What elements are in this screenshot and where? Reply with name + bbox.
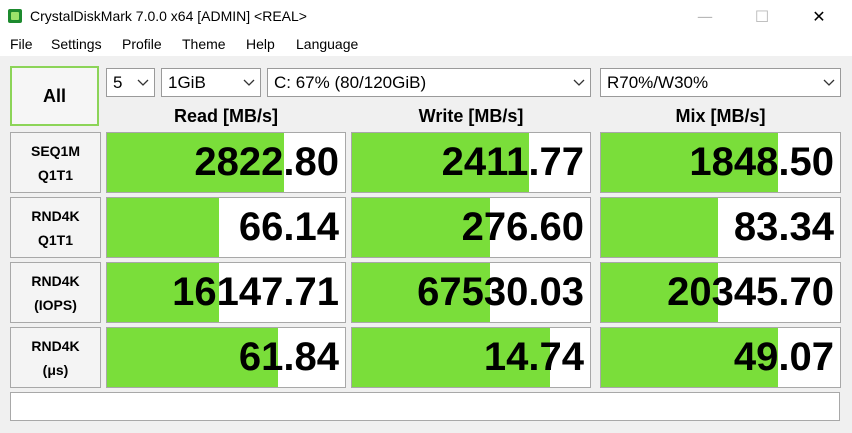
- close-icon[interactable]: ✕: [812, 7, 826, 26]
- result-cell-read: 61.84: [106, 327, 346, 388]
- row-label-line2: Q1T1: [37, 166, 73, 183]
- result-value: 14.74: [483, 335, 584, 379]
- progress-bar: [601, 133, 778, 192]
- chevron-down-icon: [136, 69, 150, 96]
- progress-bar: [107, 328, 279, 387]
- progress-bar: [107, 198, 219, 257]
- result-cell-write: 2411.77: [351, 132, 591, 193]
- profile-select[interactable]: R70%/W30%: [600, 68, 841, 97]
- result-value: 67530.03: [417, 270, 584, 314]
- row-label-line1: RND4K: [31, 207, 80, 224]
- test-seq1m-q1t1-button[interactable]: SEQ1M Q1T1: [10, 132, 101, 193]
- test-count-select[interactable]: 5: [106, 68, 155, 97]
- result-value: 49.07: [733, 335, 834, 379]
- result-value: 2411.77: [441, 140, 584, 184]
- row-label-line2: (μs): [42, 361, 69, 378]
- test-count-value: 5: [113, 73, 123, 92]
- result-cell-write: 14.74: [351, 327, 591, 388]
- row-label-line1: RND4K: [31, 337, 80, 354]
- title-bar: CrystalDiskMark 7.0.0 x64 [ADMIN] <REAL>…: [0, 0, 852, 33]
- result-value: 276.60: [461, 205, 584, 249]
- result-cell-read: 16147.71: [106, 262, 346, 323]
- progress-bar: [601, 328, 778, 387]
- progress-bar: [352, 328, 550, 387]
- menu-language[interactable]: Language: [296, 36, 359, 52]
- row-label-line1: RND4K: [31, 272, 80, 289]
- maximize-icon[interactable]: ☐: [754, 7, 770, 26]
- minimize-icon[interactable]: —: [697, 7, 713, 26]
- menu-theme[interactable]: Theme: [182, 36, 226, 52]
- result-cell-mix: 83.34: [600, 197, 841, 258]
- drive-value: C: 67% (80/120GiB): [274, 73, 427, 92]
- result-cell-write: 276.60: [351, 197, 591, 258]
- result-cell-mix: 1848.50: [600, 132, 841, 193]
- progress-bar: [107, 263, 219, 322]
- result-value: 83.34: [733, 205, 834, 249]
- result-cell-read: 2822.80: [106, 132, 346, 193]
- chevron-down-icon: [242, 69, 256, 96]
- progress-bar: [107, 133, 285, 192]
- result-cell-write: 67530.03: [351, 262, 591, 323]
- row-label-line2: Q1T1: [37, 231, 73, 248]
- window-title: CrystalDiskMark 7.0.0 x64 [ADMIN] <REAL>: [30, 8, 307, 24]
- menu-file[interactable]: File: [10, 36, 33, 52]
- drive-select[interactable]: C: 67% (80/120GiB): [267, 68, 591, 97]
- menu-help[interactable]: Help: [246, 36, 275, 52]
- read-header: Read [MB/s]: [173, 106, 278, 126]
- all-button[interactable]: All: [10, 66, 99, 126]
- row-label-line2: (IOPS): [34, 296, 77, 313]
- test-rnd4k-latency-button[interactable]: RND4K (μs): [10, 327, 101, 388]
- result-cell-mix: 49.07: [600, 327, 841, 388]
- result-value: 2822.80: [194, 140, 339, 184]
- progress-bar: [352, 263, 491, 322]
- menu-settings[interactable]: Settings: [51, 36, 102, 52]
- result-value: 16147.71: [172, 270, 339, 314]
- mix-header: Mix [MB/s]: [675, 106, 766, 126]
- test-rnd4k-iops-button[interactable]: RND4K (IOPS): [10, 262, 101, 323]
- result-value: 66.14: [238, 205, 339, 249]
- menu-profile[interactable]: Profile: [122, 36, 162, 52]
- test-size-value: 1GiB: [168, 73, 206, 92]
- progress-bar: [352, 133, 530, 192]
- test-rnd4k-q1t1-button[interactable]: RND4K Q1T1: [10, 197, 101, 258]
- progress-bar: [352, 198, 491, 257]
- result-value: 20345.70: [667, 270, 834, 314]
- result-value: 1848.50: [689, 140, 834, 184]
- chevron-down-icon: [822, 69, 836, 96]
- result-cell-read: 66.14: [106, 197, 346, 258]
- row-label-line1: SEQ1M: [30, 142, 80, 159]
- app-icon: [8, 9, 22, 23]
- profile-value: R70%/W30%: [607, 73, 709, 92]
- status-bar: [10, 392, 840, 421]
- progress-bar: [601, 198, 719, 257]
- chevron-down-icon: [572, 69, 586, 96]
- menu-bar: File Settings Profile Theme Help Languag…: [0, 33, 852, 56]
- result-cell-mix: 20345.70: [600, 262, 841, 323]
- progress-bar: [601, 263, 719, 322]
- test-size-select[interactable]: 1GiB: [161, 68, 261, 97]
- write-header: Write [MB/s]: [418, 106, 524, 126]
- result-value: 61.84: [238, 335, 339, 379]
